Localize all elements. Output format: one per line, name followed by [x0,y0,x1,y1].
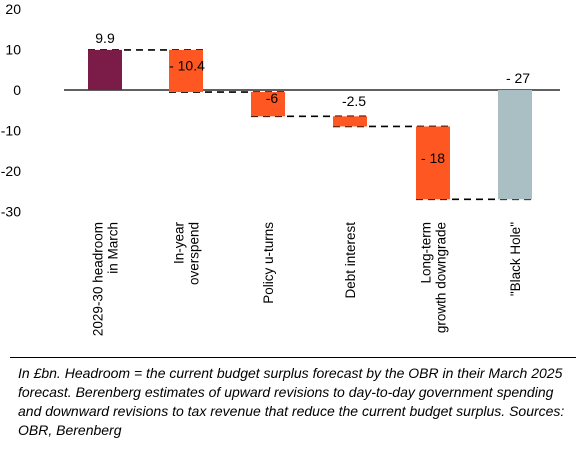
category-label-line: Long-term [419,222,434,284]
bar-3 [333,116,367,127]
chart-axes: 20 10 0 -10 -20 -30 [1,1,560,220]
y-tick-label: 20 [5,1,21,17]
category-label-line: Policy u-turns [261,222,276,304]
category-label-line: in March [106,222,121,274]
category-label-line: In-year [172,222,187,265]
category-label-2: Policy u-turns [261,222,276,304]
y-tick-label: 10 [5,42,21,58]
category-label-1: In-yearoverspend [172,222,202,286]
data-label-5: - 27 [506,70,530,86]
category-label-3: Debt interest [343,222,358,299]
y-tick-label: -20 [1,163,21,179]
bar-1 [169,49,203,93]
category-labels: 2029-30 headroomin March In-yearoverspend… [91,222,524,337]
bar-0 [88,49,122,90]
caption-divider [10,357,576,358]
bar-5 [498,90,532,200]
category-label-0: 2029-30 headroomin March [91,222,121,336]
connector-lines [88,49,532,201]
category-label-4: Long-termgrowth downgrade [419,222,449,333]
y-tick-label: -10 [1,123,21,139]
data-labels: 9.9 - 10.4 -6 -2.5 - 18 - 27 [95,30,530,166]
bars [88,49,532,200]
category-label-line: overspend [187,222,202,285]
category-label-line: Debt interest [343,222,358,299]
y-tick-label: 0 [13,82,21,98]
category-label-line: "Black Hole" [508,222,523,296]
y-tick-label: -30 [1,204,21,220]
category-label-line: 2029-30 headroom [91,222,106,336]
data-label-3: -2.5 [342,93,366,109]
bar-4 [416,126,450,200]
chart-caption: In £bn. Headroom = the current budget su… [18,365,565,438]
data-label-4: - 18 [421,150,445,166]
waterfall-chart: 20 10 0 -10 -20 -30 9.9 - 10.4 -6 -2.5 - 18 - 27 2… [1,1,560,337]
category-label-line: growth downgrade [434,222,449,333]
data-label-1: - 10.4 [169,58,205,74]
data-label-2: -6 [266,90,279,106]
category-label-5: "Black Hole" [508,222,523,296]
data-label-0: 9.9 [95,30,115,46]
bar-2 [251,92,285,117]
